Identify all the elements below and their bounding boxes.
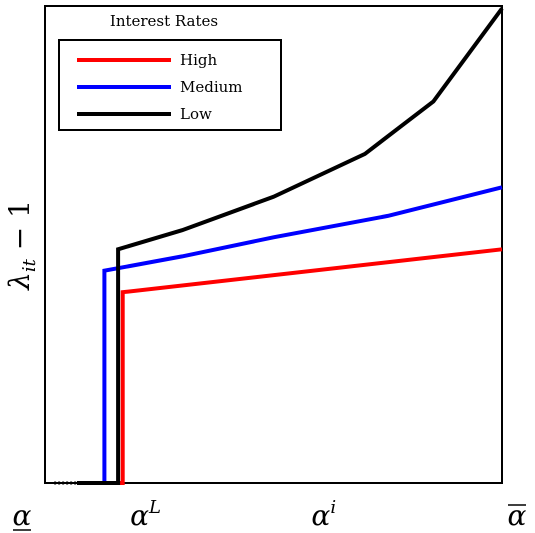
legend: Interest Rates High Medium Low [58, 12, 282, 131]
series-line-high [77, 247, 503, 485]
legend-label-low: Low [180, 105, 212, 123]
x-tick-label-alpha-upper: α [508, 499, 527, 532]
x-tick-label-alpha-lower: α [13, 499, 32, 532]
series-layer [77, 7, 504, 485]
series-line-medium [77, 185, 503, 485]
x-tick-label-alpha-L: αL [130, 497, 161, 532]
series-line-low [77, 7, 504, 485]
legend-items: High Medium Low [77, 51, 243, 123]
legend-title: Interest Rates [110, 12, 218, 30]
x-tick-label-alpha-i: αi [311, 497, 336, 532]
legend-label-medium: Medium [180, 78, 243, 96]
y-axis-label: λit − 1 [3, 200, 40, 291]
legend-label-high: High [180, 51, 217, 69]
plot-frame [44, 5, 503, 484]
